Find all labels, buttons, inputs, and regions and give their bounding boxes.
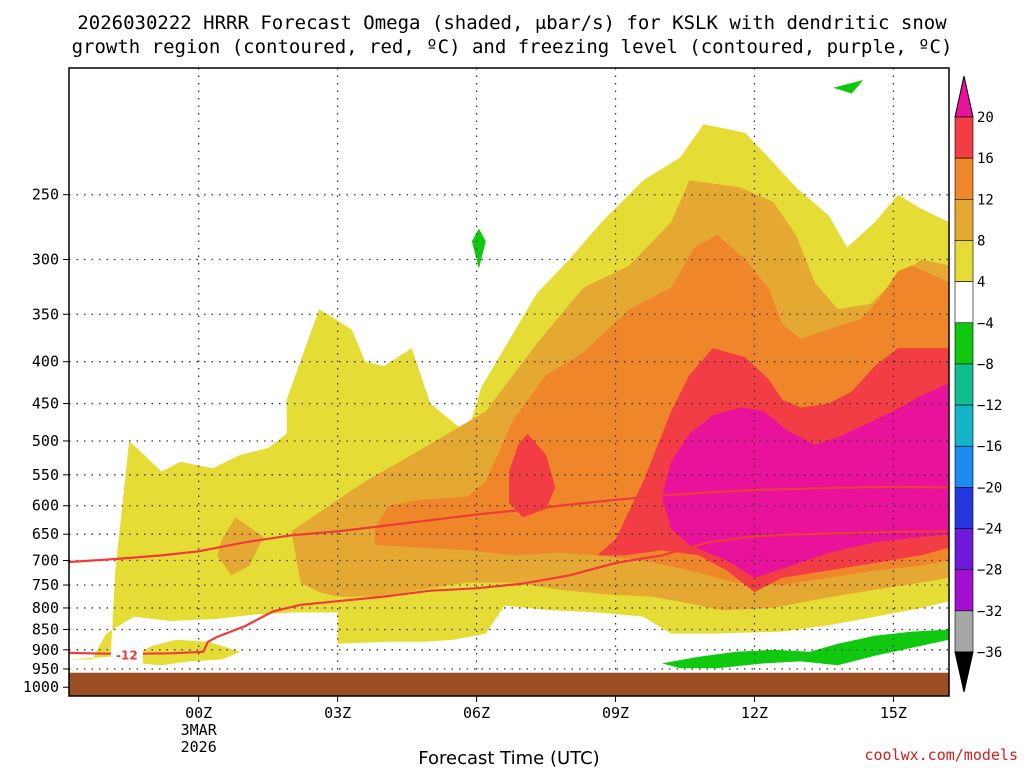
y-tick-450: 450	[32, 395, 59, 413]
y-tick-700: 700	[32, 552, 59, 570]
colorbar-label-6: −8	[977, 357, 994, 373]
colorbar-bin-4	[954, 240, 974, 282]
x-tick-0-line2: 2026	[181, 738, 217, 756]
plot-frame	[68, 67, 950, 697]
x-tick-15-line0: 15Z	[880, 704, 907, 722]
colorbar-label-2: 12	[977, 192, 994, 208]
colorbar-bin-11	[954, 528, 974, 570]
contour-label-bg	[110, 645, 143, 664]
colorbar-label-5: −4	[977, 316, 994, 332]
colorbar-bin-2	[954, 157, 974, 200]
colorbar-label-11: −28	[977, 563, 1002, 579]
omega-shading	[69, 80, 949, 669]
x-tick-3-line0: 03Z	[324, 704, 351, 722]
omega-region-pos20-7	[661, 383, 949, 578]
y-tick-250: 250	[32, 186, 59, 204]
colorbar-label-13: −36	[977, 645, 1002, 661]
contour-label: -12	[116, 649, 138, 663]
ground-fill	[69, 672, 949, 696]
omega-region-neg8-8	[471, 228, 486, 269]
colorbar-bin-3	[954, 199, 974, 241]
y-tick-600: 600	[32, 497, 59, 515]
colorbar-label-7: −12	[977, 398, 1002, 414]
colorbar-bin-5	[954, 281, 974, 324]
omega-region-pos8-2	[217, 517, 264, 576]
omega-region-neg8-9	[833, 80, 864, 94]
x-tick-12-line0: 12Z	[741, 704, 768, 722]
colorbar-bin-7	[954, 363, 974, 406]
colorbar-label-4: 4	[977, 275, 985, 291]
colorbar-bin-1	[954, 116, 974, 159]
colorbar-label-8: −16	[977, 439, 1002, 455]
dgz-contour-1	[69, 530, 949, 655]
y-tick-800: 800	[32, 599, 59, 617]
colorbar-bin-13	[954, 610, 974, 653]
colorbar-bin-6	[954, 322, 974, 365]
y-tick-350: 350	[32, 305, 59, 323]
colorbar-label-12: −32	[977, 604, 1002, 620]
y-tick-500: 500	[32, 432, 59, 450]
x-tick-9-line0: 09Z	[602, 704, 629, 722]
y-axis: 250 300 350 400 450 500 550 600 650 700 750 800 850 9…	[23, 186, 69, 696]
y-tick-1000: 1000	[23, 678, 59, 696]
y-tick-950: 950	[32, 660, 59, 678]
x-tick-0-line0: 00Z	[185, 704, 212, 722]
colorbar-label-9: −20	[977, 480, 1002, 496]
ground-layer	[69, 672, 949, 696]
y-tick-400: 400	[32, 353, 59, 371]
colorbar-bin-12	[954, 569, 974, 612]
colorbar-label-3: 8	[977, 233, 985, 249]
x-tick-0-line1: 3MAR	[181, 721, 218, 739]
dgz-contour-0	[69, 485, 949, 564]
omega-region-neg8-10	[661, 629, 949, 669]
omega-region-pos16-5	[509, 433, 556, 518]
y-tick-750: 750	[32, 576, 59, 594]
y-tick-300: 300	[32, 250, 59, 268]
y-tick-550: 550	[32, 466, 59, 484]
y-tick-850: 850	[32, 620, 59, 638]
credit-link[interactable]: coolwx.com/models	[864, 746, 1018, 764]
colorbar: 20 16 12 8 4 −4 −8 −12 −16 −20 −24 −28 −32 −36	[954, 75, 1002, 693]
colorbar-bin-10	[954, 487, 974, 529]
colorbar-label-0: 20	[977, 110, 994, 126]
y-tick-900: 900	[32, 641, 59, 659]
chart-title-line1: 2026030222 HRRR Forecast Omega (shaded, …	[77, 12, 947, 34]
colorbar-bottom-arrow	[954, 651, 974, 693]
x-tick-6-line0: 06Z	[463, 704, 490, 722]
colorbar-bin-8	[954, 404, 974, 447]
dgz-contours: -12	[69, 485, 949, 664]
x-axis-title: Forecast Time (UTC)	[418, 748, 599, 768]
colorbar-bin-9	[954, 445, 974, 488]
y-tick-650: 650	[32, 525, 59, 543]
colorbar-label-1: 16	[977, 151, 994, 167]
colorbar-label-10: −24	[977, 522, 1002, 538]
chart-title-line2: growth region (contoured, red, ºC) and f…	[72, 36, 953, 58]
